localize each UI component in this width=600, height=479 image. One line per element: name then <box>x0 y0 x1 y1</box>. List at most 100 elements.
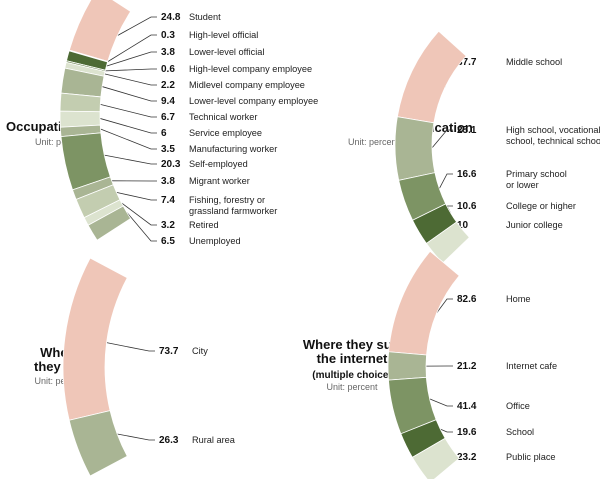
leader-line <box>106 342 155 352</box>
segment-0 <box>62 257 128 421</box>
leader-line <box>105 68 157 72</box>
data-label: Rural area <box>192 435 236 445</box>
leader-line <box>102 86 157 102</box>
data-value: 0.3 <box>161 30 175 41</box>
leader-line <box>100 103 157 118</box>
data-value: 82.6 <box>457 294 477 305</box>
segment-13 <box>87 205 132 241</box>
leader-line <box>117 16 157 36</box>
leader-line <box>440 428 453 433</box>
segment-2 <box>398 172 447 221</box>
data-value: 3.8 <box>161 47 175 58</box>
data-label: Service employee <box>189 128 262 138</box>
data-value: 0.6 <box>161 64 175 75</box>
data-value: 6.7 <box>161 112 175 123</box>
segment-0 <box>68 0 132 62</box>
data-label: High school, vocational school, technical… <box>506 125 600 146</box>
segment-6 <box>59 92 102 113</box>
data-value: 19.6 <box>457 427 477 438</box>
data-label: Migrant worker <box>189 176 250 186</box>
segment-1 <box>387 351 427 381</box>
data-value: 2.2 <box>161 80 175 91</box>
data-value: 20.3 <box>161 159 181 170</box>
data-label: Self-employed <box>189 159 248 169</box>
segment-0 <box>396 30 467 124</box>
leader-line <box>117 433 155 441</box>
data-label: Office <box>506 401 530 411</box>
data-value: 25.1 <box>457 125 477 136</box>
data-value: 3.8 <box>161 176 175 187</box>
chart-3: Where they surf the internet (multiple cho… <box>303 294 557 463</box>
segment-9 <box>60 132 111 191</box>
leader-line <box>429 398 453 407</box>
leader-line <box>99 118 157 134</box>
segment-3 <box>400 419 446 458</box>
data-label: Public place <box>506 452 556 462</box>
data-value: 7.4 <box>161 195 175 206</box>
data-value: 10.6 <box>457 201 477 212</box>
data-value: 16.6 <box>457 169 477 180</box>
data-label: Home <box>506 294 531 304</box>
data-label: Midlevel company employee <box>189 80 305 90</box>
data-value: 21.2 <box>457 361 477 372</box>
data-value: 9.4 <box>161 96 175 107</box>
leader-line <box>431 129 453 149</box>
segment-0 <box>388 250 460 356</box>
leader-line <box>126 212 157 242</box>
leader-line <box>106 51 157 67</box>
chart-subtitle: (multiple choice) <box>312 370 391 381</box>
data-label: Lower-level official <box>189 47 264 57</box>
segment-11 <box>75 184 121 219</box>
data-value: 10 <box>457 220 469 231</box>
data-label: Unemployed <box>189 236 241 246</box>
segment-2 <box>388 376 437 435</box>
data-label: College or higher <box>506 201 576 211</box>
leader-line <box>107 34 157 63</box>
data-label: City <box>192 346 208 356</box>
data-label: High-level company employee <box>189 64 312 74</box>
leader-line <box>436 298 453 314</box>
leader-line <box>100 128 157 150</box>
data-value: 6.5 <box>161 236 175 247</box>
data-label: Retired <box>189 220 219 230</box>
chart-unit: Unit: percent <box>35 137 87 147</box>
chart-title: Where they surf the internet <box>303 337 402 366</box>
data-label: Middle school <box>506 57 562 67</box>
segment-5 <box>60 67 105 98</box>
segment-12 <box>83 199 124 226</box>
data-value: 3.5 <box>161 144 175 155</box>
data-label: Student <box>189 12 221 22</box>
chart-title: Occupation <box>6 119 78 134</box>
segment-2 <box>65 50 109 71</box>
segment-3 <box>412 203 458 245</box>
data-value: 3.2 <box>161 220 175 231</box>
leader-line <box>439 173 453 189</box>
chart-unit: Unit: percent <box>326 382 378 392</box>
data-value: 26.3 <box>159 435 179 446</box>
data-label: Lower-level company employee <box>189 96 318 106</box>
data-label: Fishing, forestry or grassland farmworker <box>189 195 277 216</box>
data-value: 6 <box>161 128 167 139</box>
segment-1 <box>394 116 436 181</box>
data-label: Internet cafe <box>506 361 557 371</box>
segment-10 <box>72 176 114 200</box>
data-label: High-level official <box>189 30 258 40</box>
segment-7 <box>59 110 101 128</box>
leader-line <box>104 154 157 165</box>
data-label: Manufacturing worker <box>189 144 277 154</box>
data-label: Primary school or lower <box>506 169 567 190</box>
segment-4 <box>64 61 106 77</box>
chart-unit: Unit: percent <box>348 137 400 147</box>
data-label: Technical worker <box>189 112 257 122</box>
data-value: 24.8 <box>161 12 181 23</box>
segment-1 <box>68 410 128 477</box>
data-label: Junior college <box>506 220 563 230</box>
chart-unit: Unit: percent <box>34 376 86 386</box>
chart-0: Occupation Unit: percent 24.8 Student 0.3 Hig… <box>6 12 318 247</box>
leader-line <box>116 191 157 201</box>
data-value: 37.7 <box>457 57 477 68</box>
data-value: 73.7 <box>159 346 179 357</box>
leader-line <box>121 202 157 226</box>
